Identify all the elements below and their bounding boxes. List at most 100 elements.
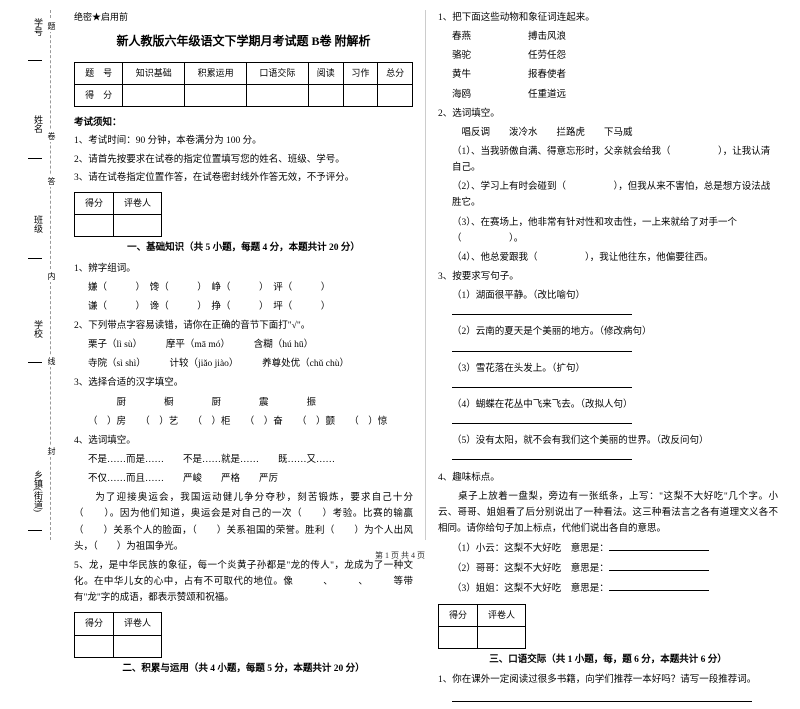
td: 评卷人 bbox=[478, 604, 526, 626]
td: 得分 bbox=[439, 604, 478, 626]
seam-text: 答 bbox=[46, 175, 57, 187]
question-sub: 不是……而是…… 不是……就是…… 既……又…… bbox=[88, 452, 413, 468]
side-label: 班级 bbox=[32, 215, 45, 233]
side-line bbox=[28, 60, 42, 61]
table-row: 题 号 知识基础 积累运用 口语交际 阅读 习作 总分 bbox=[75, 62, 413, 84]
th: 口语交际 bbox=[247, 62, 309, 84]
question-para: 为了迎接奥运会，我国运动健儿争分夺秒，刻苦锻炼，要求自己十分（ ）。因为他们知道… bbox=[74, 490, 413, 555]
left-column: 绝密★启用前 新人教版六年级语文下学期月考试题 B卷 附解析 题 号 知识基础 … bbox=[62, 10, 426, 540]
td: 评卷人 bbox=[114, 192, 162, 214]
td bbox=[308, 84, 343, 106]
question: 3、选择合适的汉字填空。 bbox=[74, 375, 413, 391]
question: 2、下列带点字容易读错，请你在正确的音节下面打"√"。 bbox=[74, 318, 413, 334]
side-line bbox=[28, 158, 42, 159]
question-sub: （3）姐姐：这梨不大好吃 意思是： bbox=[452, 580, 778, 597]
question: 1、辨字组词。 bbox=[74, 261, 413, 277]
question-sub: （4）、他总爱跟我（ ），我让他往东，他偏要往西。 bbox=[452, 250, 778, 266]
mark-table: 得分评卷人 bbox=[74, 612, 162, 658]
right-column: 1、把下面这些动物和象征词连起来。 春燕 搏击风浪 骆驼 任劳任怨 黄牛 报春使… bbox=[426, 10, 790, 540]
side-line bbox=[28, 258, 42, 259]
seam-text: 内 bbox=[46, 270, 57, 282]
side-label: 学校 bbox=[32, 320, 45, 338]
q-text: （3）雪花落在头发上。（扩句） bbox=[452, 364, 585, 374]
question: 5、龙，是中华民族的象征，每一个炎黄子孙都是"龙的传人"，龙成为了一种文化。在中… bbox=[74, 558, 413, 606]
th: 总分 bbox=[378, 62, 413, 84]
question: 1、你在课外一定阅读过很多书籍，向学们推荐一本好吗？请写一段推荐词。 bbox=[438, 672, 778, 688]
table-row: 得 分 bbox=[75, 84, 413, 106]
question-sub: （3）雪花落在头发上。（扩句） bbox=[452, 361, 778, 394]
notice-item: 2、请首先按要求在试卷的指定位置填写您的姓名、班级、学号。 bbox=[74, 152, 413, 168]
q-text: （2）云南的夏天是个美丽的地方。（修改病句） bbox=[452, 327, 652, 337]
td: 评卷人 bbox=[114, 613, 162, 635]
answer-line[interactable] bbox=[609, 560, 709, 571]
answer-line[interactable] bbox=[452, 304, 632, 315]
side-line bbox=[28, 530, 42, 531]
td bbox=[75, 215, 114, 237]
notice-heading: 考试须知： bbox=[74, 115, 413, 131]
side-label: 乡镇(街道) bbox=[32, 470, 45, 512]
seam-text: 卷 bbox=[46, 130, 57, 142]
side-label: 学号 bbox=[32, 18, 45, 36]
question-sub: 嫌（ ） 馋（ ） 峥（ ） 评（ ） bbox=[88, 280, 413, 296]
th: 知识基础 bbox=[123, 62, 185, 84]
seam-text: 封 bbox=[46, 445, 57, 457]
question-sub: 寺院（sì shì） 计较（jiǎo jiào） 养尊处优（chǔ chù） bbox=[88, 356, 413, 372]
th: 题 号 bbox=[75, 62, 123, 84]
question-sub: 不仅……而且…… 严峻 严格 严厉 bbox=[88, 471, 413, 487]
td bbox=[343, 84, 378, 106]
td bbox=[185, 84, 247, 106]
mark-table: 得分评卷人 bbox=[438, 604, 526, 650]
question-sub: （2）、学习上有时会碰到（ ），但我从来不害怕，总是想方设法战胜它。 bbox=[452, 179, 778, 211]
question-sub: （3）、在赛场上，他非常有针对性和攻击性，一上来就给了对手一个（ ）。 bbox=[452, 215, 778, 247]
question: 4、选词填空。 bbox=[74, 433, 413, 449]
question-sub: 厨 橱 厨 震 振 bbox=[88, 395, 413, 411]
binding-sidebar: 学号 姓名 班级 学校 乡镇(街道) bbox=[0, 0, 52, 540]
question-sub: 春燕 搏击风浪 bbox=[452, 29, 778, 45]
q-text: （5）没有太阳，就不会有我们这个美丽的世界。（改反问句） bbox=[452, 436, 709, 446]
td bbox=[114, 635, 162, 657]
question: 2、选词填空。 bbox=[438, 106, 778, 122]
side-line bbox=[28, 362, 42, 363]
question-sub: （5）没有太阳，就不会有我们这个美丽的世界。（改反问句） bbox=[452, 433, 778, 466]
td bbox=[75, 635, 114, 657]
q-text: （4）蝴蝶在花丛中飞来飞去。（改拟人句） bbox=[452, 400, 633, 410]
section-heading: 三、口语交际（共 1 小题，每，题 6 分，本题共计 6 分） bbox=[438, 652, 778, 668]
answer-line[interactable] bbox=[452, 413, 632, 424]
question-sub: （ ）房 （ ）艺 （ ）柜 （ ）奋 （ ）颤 （ ）惊 bbox=[88, 414, 413, 430]
answer-line[interactable] bbox=[452, 691, 752, 702]
answer-line[interactable] bbox=[452, 341, 632, 352]
td bbox=[478, 626, 526, 648]
td: 得分 bbox=[75, 192, 114, 214]
score-table: 题 号 知识基础 积累运用 口语交际 阅读 习作 总分 得 分 bbox=[74, 62, 413, 108]
td bbox=[439, 626, 478, 648]
answer-line[interactable] bbox=[452, 449, 632, 460]
seam-text: 线 bbox=[46, 355, 57, 367]
answer-line[interactable] bbox=[452, 377, 632, 388]
section-heading: 二、积累与运用（共 4 小题，每题 5 分，本题共计 20 分） bbox=[74, 661, 413, 677]
notice-block: 考试须知： 1、考试时间：90 分钟，本卷满分为 100 分。 2、请首先按要求… bbox=[74, 115, 413, 186]
q-text: （2）哥哥：这梨不大好吃 意思是： bbox=[452, 564, 609, 574]
question-sub: （4）蝴蝶在花丛中飞来飞去。（改拟人句） bbox=[452, 397, 778, 430]
question-sub: 唱反调 泼冷水 拦路虎 下马威 bbox=[452, 125, 778, 141]
answer-line[interactable] bbox=[609, 580, 709, 591]
question: 3、按要求写句子。 bbox=[438, 269, 778, 285]
th: 阅读 bbox=[308, 62, 343, 84]
q-text: （1）湖面很平静。（改比喻句） bbox=[452, 291, 585, 301]
q-text: （3）姐姐：这梨不大好吃 意思是： bbox=[452, 584, 609, 594]
main-content: 绝密★启用前 新人教版六年级语文下学期月考试题 B卷 附解析 题 号 知识基础 … bbox=[62, 10, 790, 540]
question-sub: （2）哥哥：这梨不大好吃 意思是： bbox=[452, 560, 778, 577]
question: 1、把下面这些动物和象征词连起来。 bbox=[438, 10, 778, 26]
secret-label: 绝密★启用前 bbox=[74, 10, 413, 25]
question-sub: 骆驼 任劳任怨 bbox=[452, 48, 778, 64]
exam-title: 新人教版六年级语文下学期月考试题 B卷 附解析 bbox=[74, 31, 413, 51]
question-para: 桌子上放着一盘梨，旁边有一张纸条，上写："这梨不大好吃"几个字。小云、哥哥、姐姐… bbox=[438, 489, 778, 537]
td: 得 分 bbox=[75, 84, 123, 106]
answer-line-row bbox=[452, 691, 778, 708]
section-heading: 一、基础知识（共 5 小题，每题 4 分，本题共计 20 分） bbox=[74, 240, 413, 256]
td bbox=[378, 84, 413, 106]
question-sub: （2）云南的夏天是个美丽的地方。（修改病句） bbox=[452, 324, 778, 357]
question: 4、趣味标点。 bbox=[438, 470, 778, 486]
td bbox=[123, 84, 185, 106]
page-footer: 第 1 页 共 4 页 bbox=[0, 550, 800, 561]
question-sub: 海鸥 任重道远 bbox=[452, 87, 778, 103]
